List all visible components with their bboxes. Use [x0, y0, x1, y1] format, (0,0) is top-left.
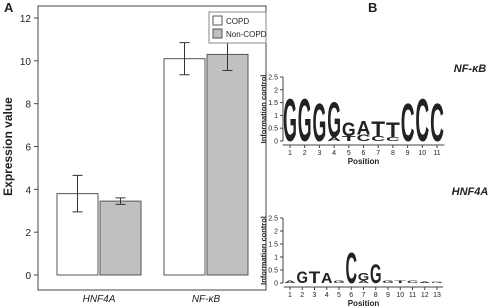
logo-letter: C — [386, 137, 400, 143]
panel-label: A — [4, 0, 14, 15]
logo-letter: C — [345, 245, 357, 293]
y-tick-label: 1 — [274, 255, 278, 262]
logo-letter: G — [296, 269, 308, 287]
x-tick-label: 7 — [362, 292, 366, 299]
error-bar — [72, 174, 83, 213]
logo-letter: C — [357, 133, 372, 143]
logo-letter: C — [430, 94, 444, 153]
error-bar — [115, 197, 126, 205]
legend-swatch — [212, 28, 223, 39]
y-tick-label: 2 — [274, 87, 278, 94]
logo-letter: T — [394, 280, 410, 284]
x-tick-label: 3 — [317, 150, 321, 157]
logo-letter: G — [298, 86, 312, 154]
legend-label: COPD — [226, 17, 249, 26]
logo-letter: A — [357, 118, 371, 140]
y-tick-label: 0.5 — [268, 268, 278, 275]
y-tick-label: 0 — [274, 139, 278, 146]
y-tick-label: 2 — [274, 229, 278, 236]
logo-letter: T — [342, 135, 358, 143]
y-tick-label: 2.5 — [268, 216, 278, 223]
y-tick-label: 1.5 — [268, 100, 278, 107]
x-tick-label: 10 — [396, 292, 404, 299]
y-tick-label: 1.5 — [268, 242, 278, 249]
y-axis-label: Information control — [259, 75, 268, 144]
x-tick-label: 9 — [386, 292, 390, 299]
legend-label: Non-COPD — [226, 30, 267, 39]
logo-letter: T — [309, 269, 321, 287]
bar — [163, 58, 206, 276]
logo-letter: A — [327, 137, 341, 143]
logo-letter: A — [419, 281, 437, 284]
y-tick-label: 0 — [274, 281, 278, 288]
logo-letter: G — [382, 280, 394, 284]
logo-letter: A — [321, 271, 333, 287]
logo-letter: G — [327, 92, 341, 148]
panel-label: B — [368, 0, 377, 15]
x-tick-label: 10 — [418, 150, 426, 157]
logo-letter: G — [370, 258, 382, 289]
logo-letter: C — [371, 135, 385, 143]
x-tick-label: 8 — [391, 150, 395, 157]
x-tick-label: 7 — [376, 150, 380, 157]
logo-letter: G — [312, 94, 326, 153]
legend-swatch — [212, 15, 223, 26]
x-tick-label: 4 — [332, 150, 336, 157]
x-tick-label: 9 — [406, 150, 410, 157]
logo-letter: G — [283, 86, 297, 154]
logo-letter: C — [401, 94, 415, 153]
x-tick-label: 5 — [347, 150, 351, 157]
x-axis-label: Position — [348, 157, 380, 166]
y-tick-label: 12 — [20, 14, 32, 25]
y-axis-label: Expression value — [1, 97, 15, 196]
x-tick-label: 4 — [325, 292, 329, 299]
logo-letter: G — [342, 119, 356, 141]
y-tick-label: 4 — [25, 185, 31, 196]
x-axis-label: Position — [348, 299, 380, 308]
x-tick-label: HNF4A — [83, 294, 116, 305]
x-tick-label: 12 — [421, 292, 429, 299]
y-tick-label: 0 — [25, 271, 31, 282]
y-tick-label: 6 — [25, 143, 31, 154]
y-axis-label: Information control — [259, 216, 268, 285]
error-bar — [179, 42, 190, 76]
x-tick-label: NF-κB — [192, 294, 221, 305]
x-tick-label: 11 — [433, 150, 440, 157]
logo-letter: T — [371, 117, 385, 141]
logo-letter: A — [358, 280, 371, 284]
y-tick-label: 0.5 — [268, 126, 278, 133]
x-tick-label: 5 — [337, 292, 341, 299]
plot-frame — [37, 5, 267, 291]
x-tick-label: 13 — [433, 292, 441, 299]
x-tick-label: 2 — [303, 150, 307, 157]
logo-letter: T — [386, 118, 400, 142]
x-tick-label: 2 — [300, 292, 304, 299]
y-tick-label: 1 — [274, 113, 278, 120]
x-tick-label: 11 — [409, 292, 416, 299]
x-tick-label: 8 — [374, 292, 378, 299]
logo-title: HNF4A — [452, 186, 489, 198]
x-tick-label: 1 — [288, 150, 292, 157]
logo-letter: G — [431, 282, 447, 284]
bar — [99, 200, 142, 276]
y-tick-label: 8 — [25, 100, 31, 111]
bar — [206, 53, 249, 276]
y-tick-label: 2 — [25, 228, 31, 239]
logo-letter: C — [407, 280, 420, 284]
logo-letter: C — [415, 86, 429, 154]
logo-title: NF-κB — [454, 63, 487, 75]
x-tick-label: 6 — [349, 292, 353, 299]
logo-letter: G — [333, 280, 345, 284]
logo-letter: A — [284, 280, 297, 284]
x-tick-label: 3 — [313, 292, 317, 299]
y-tick-label: 2.5 — [268, 75, 278, 82]
y-tick-label: 10 — [20, 57, 32, 68]
logo-letter: G — [358, 271, 370, 283]
x-tick-label: 1 — [288, 292, 292, 299]
x-tick-label: 6 — [362, 150, 366, 157]
